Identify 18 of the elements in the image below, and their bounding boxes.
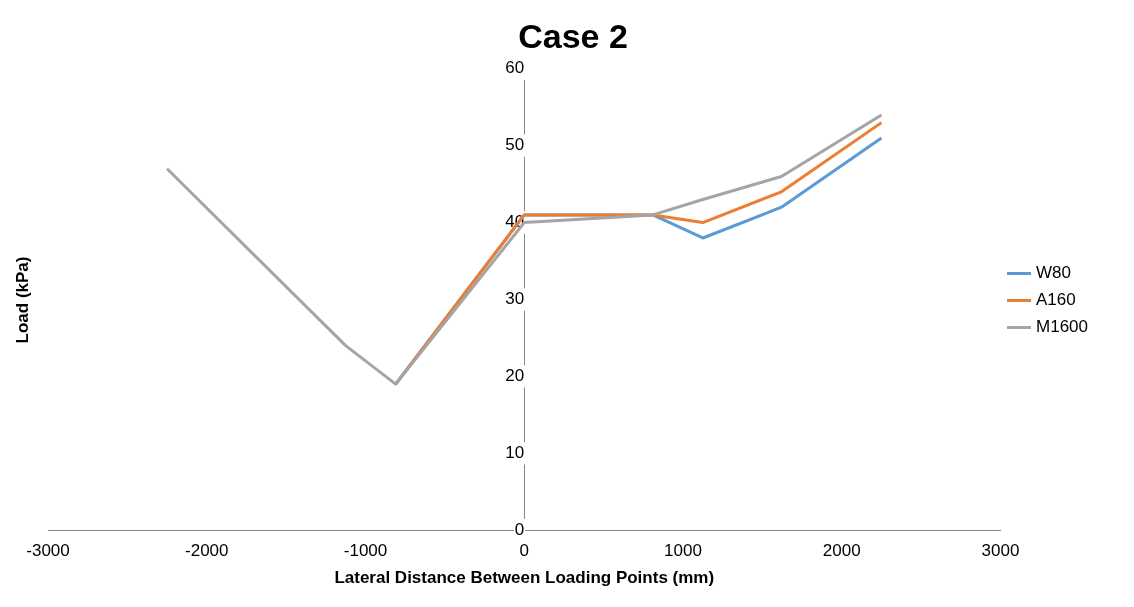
x-tick-label: -2000 — [185, 541, 229, 561]
legend-label: M1600 — [1036, 317, 1088, 337]
x-tick-label: 1000 — [664, 541, 702, 561]
y-tick-label: 10 — [505, 442, 525, 462]
x-tick-label: -1000 — [343, 541, 388, 561]
chart-title: Case 2 — [518, 16, 628, 55]
legend-label: A160 — [1036, 290, 1076, 310]
x-axis-title: Lateral Distance Between Loading Points (mm) — [334, 568, 715, 588]
y-tick-label: 50 — [505, 135, 525, 155]
y-tick-label: 0 — [514, 519, 525, 539]
x-tick-label: 2000 — [822, 541, 861, 561]
x-tick-label: 3000 — [981, 541, 1020, 561]
y-tick-label: 60 — [505, 58, 525, 78]
y-tick-label: 30 — [505, 289, 525, 309]
y-axis-title: Load (kPa) — [13, 256, 33, 344]
y-tick-label: 20 — [505, 366, 525, 386]
legend-label: W80 — [1036, 263, 1071, 283]
x-tick-label: -3000 — [26, 541, 70, 561]
